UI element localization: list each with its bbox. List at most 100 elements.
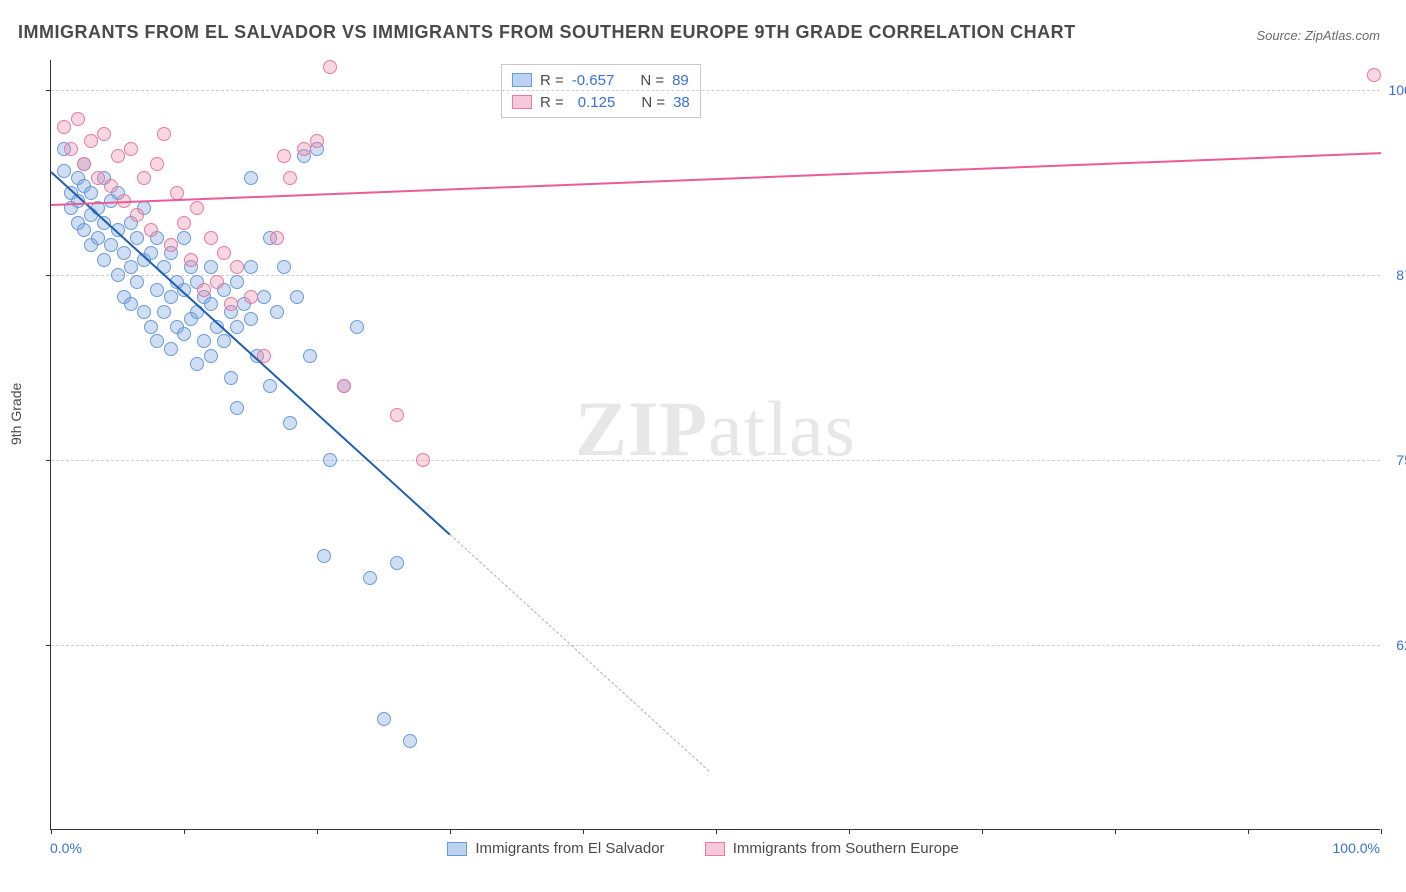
data-point	[150, 157, 164, 171]
data-point	[323, 453, 337, 467]
data-point	[270, 231, 284, 245]
data-point	[164, 238, 178, 252]
data-point	[190, 201, 204, 215]
correlation-legend: R = -0.657 N = 89 R = 0.125 N = 38	[501, 64, 701, 118]
data-point	[197, 334, 211, 348]
data-point	[230, 401, 244, 415]
legend-item-2: Immigrants from Southern Europe	[705, 840, 959, 857]
data-point	[150, 334, 164, 348]
data-point	[190, 357, 204, 371]
data-point	[84, 186, 98, 200]
data-point	[164, 290, 178, 304]
data-point	[263, 379, 277, 393]
data-point	[177, 216, 191, 230]
data-point	[224, 371, 238, 385]
gridline	[51, 460, 1380, 461]
y-tick-label: 87.5%	[1386, 267, 1406, 283]
y-tick-label: 75.0%	[1386, 452, 1406, 468]
gridline	[51, 275, 1380, 276]
data-point	[130, 231, 144, 245]
data-point	[363, 571, 377, 585]
data-point	[104, 179, 118, 193]
legend-row-series-1: R = -0.657 N = 89	[512, 69, 690, 91]
data-point	[204, 349, 218, 363]
data-point	[244, 290, 258, 304]
chart-title: IMMIGRANTS FROM EL SALVADOR VS IMMIGRANT…	[18, 22, 1076, 43]
data-point	[130, 275, 144, 289]
y-tick-label: 62.5%	[1386, 637, 1406, 653]
data-point	[157, 305, 171, 319]
gridline	[51, 645, 1380, 646]
data-point	[277, 260, 291, 274]
data-point	[283, 171, 297, 185]
data-point	[270, 305, 284, 319]
data-point	[104, 238, 118, 252]
data-point	[390, 556, 404, 570]
data-point	[244, 260, 258, 274]
data-point	[224, 297, 238, 311]
data-point	[337, 379, 351, 393]
y-axis-label: 9th Grade	[8, 383, 24, 445]
regression-extrapolation	[450, 534, 710, 772]
data-point	[257, 290, 271, 304]
data-point	[244, 312, 258, 326]
legend-row-series-2: R = 0.125 N = 38	[512, 91, 690, 113]
data-point	[210, 275, 224, 289]
data-point	[164, 342, 178, 356]
data-point	[91, 171, 105, 185]
data-point	[297, 142, 311, 156]
data-point	[310, 134, 324, 148]
data-point	[184, 253, 198, 267]
data-point	[97, 127, 111, 141]
data-point	[323, 60, 337, 74]
data-point	[230, 260, 244, 274]
gridline	[51, 90, 1380, 91]
data-point	[204, 297, 218, 311]
scatter-plot-area: ZIPatlas R = -0.657 N = 89 R = 0.125 N =…	[50, 60, 1380, 830]
data-point	[230, 275, 244, 289]
data-point	[64, 142, 78, 156]
data-point	[144, 320, 158, 334]
data-point	[350, 320, 364, 334]
data-point	[403, 734, 417, 748]
data-point	[303, 349, 317, 363]
data-point	[157, 127, 171, 141]
data-point	[97, 253, 111, 267]
data-point	[217, 246, 231, 260]
data-point	[144, 223, 158, 237]
data-point	[290, 290, 304, 304]
data-point	[416, 453, 430, 467]
data-point	[150, 283, 164, 297]
swatch-series-2	[512, 95, 532, 109]
swatch-series-2-bottom	[705, 842, 725, 856]
series-legend: Immigrants from El Salvador Immigrants f…	[0, 840, 1406, 860]
data-point	[283, 416, 297, 430]
data-point	[117, 246, 131, 260]
data-point	[317, 549, 331, 563]
source-attribution: Source: ZipAtlas.com	[1256, 28, 1380, 43]
data-point	[244, 171, 258, 185]
data-point	[71, 112, 85, 126]
data-point	[137, 305, 151, 319]
data-point	[277, 149, 291, 163]
data-point	[124, 142, 138, 156]
data-point	[204, 260, 218, 274]
data-point	[230, 320, 244, 334]
regression-line	[50, 171, 450, 535]
swatch-series-1-bottom	[447, 842, 467, 856]
data-point	[217, 334, 231, 348]
data-point	[197, 283, 211, 297]
data-point	[124, 260, 138, 274]
data-point	[84, 134, 98, 148]
data-point	[57, 164, 71, 178]
data-point	[177, 327, 191, 341]
data-point	[111, 149, 125, 163]
data-point	[57, 120, 71, 134]
data-point	[1367, 68, 1381, 82]
data-point	[91, 231, 105, 245]
swatch-series-1	[512, 73, 532, 87]
legend-item-1: Immigrants from El Salvador	[447, 840, 664, 857]
data-point	[204, 231, 218, 245]
data-point	[130, 208, 144, 222]
data-point	[177, 231, 191, 245]
